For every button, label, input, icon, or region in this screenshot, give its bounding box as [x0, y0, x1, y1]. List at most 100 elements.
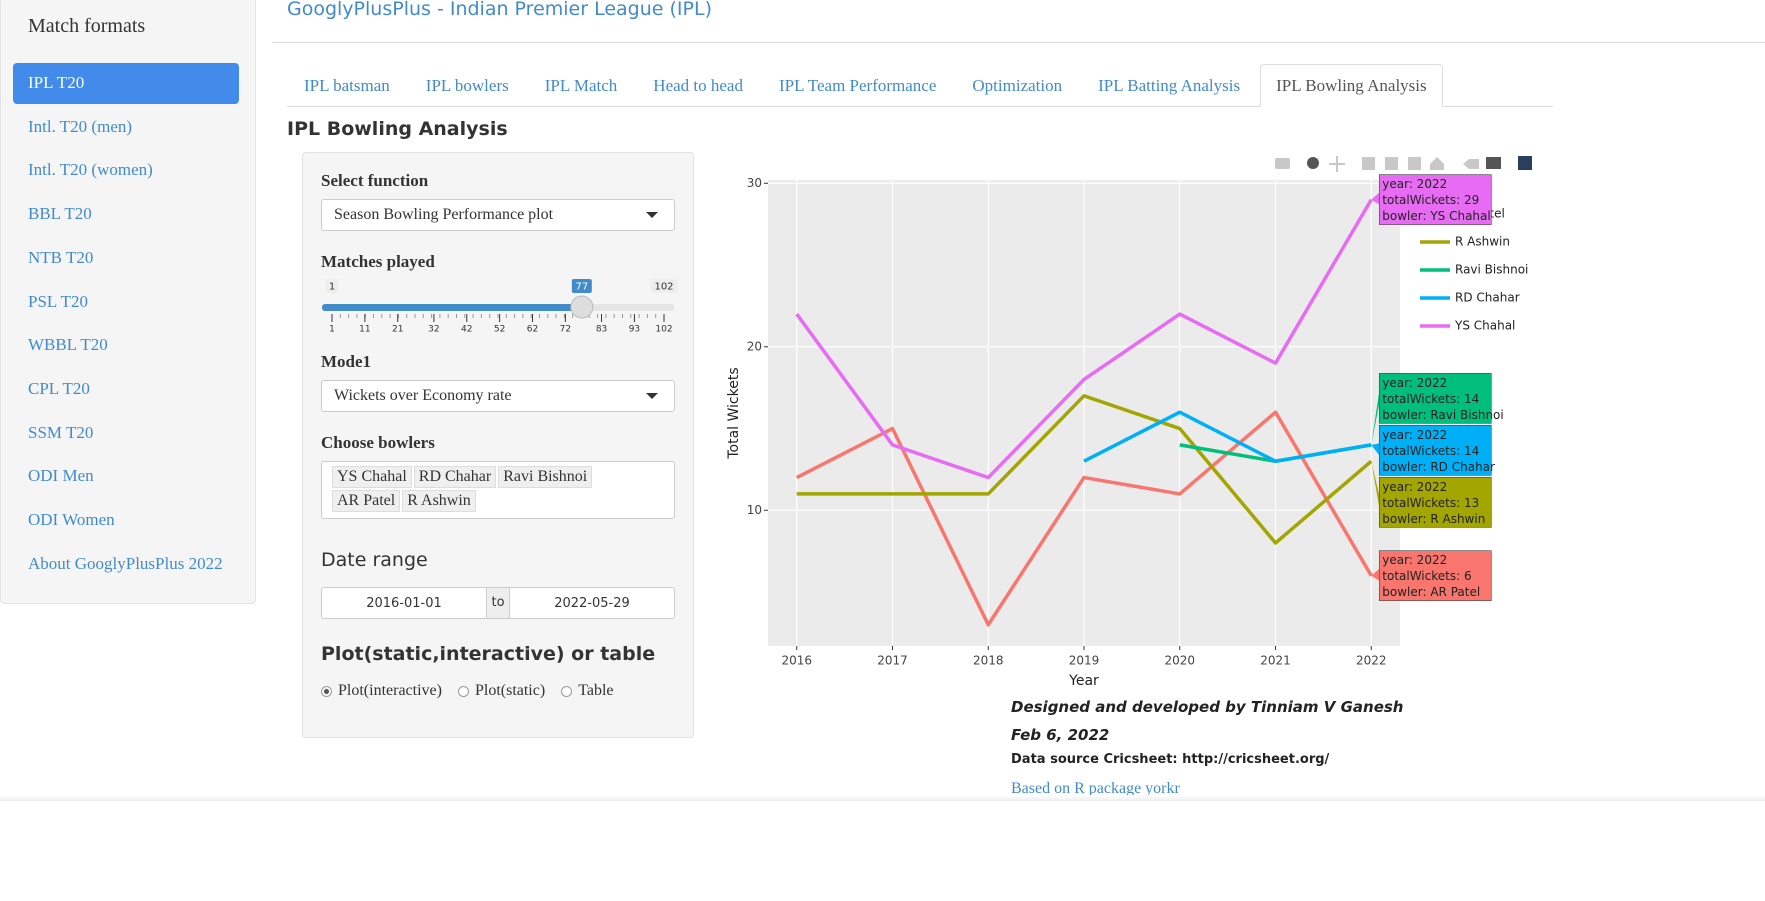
icon[interactable]: [1275, 158, 1290, 169]
y-tick-label: 10: [747, 503, 762, 517]
tooltip-pointer: [1371, 568, 1380, 581]
control-label: Matches played: [321, 252, 435, 271]
nav-item[interactable]: Intl. T20 (men): [28, 116, 133, 136]
tab[interactable]: Optimization: [972, 76, 1063, 95]
radio-option[interactable]: Plot(interactive): [321, 682, 442, 700]
series-line: [795, 410, 1373, 627]
bowler-chip[interactable]: AR Patel: [332, 490, 401, 512]
radio-circle[interactable]: [321, 685, 332, 697]
tabs-rule: [287, 106, 1553, 107]
sidebar-title: Match formats: [28, 15, 146, 37]
control-label: Mode1: [321, 352, 372, 371]
nav-item[interactable]: ODI Men: [28, 466, 94, 486]
header-rule: [272, 42, 1765, 43]
icon[interactable]: [1307, 157, 1319, 169]
slider-tick-label: 93: [629, 325, 640, 335]
icon[interactable]: [1408, 157, 1421, 170]
nav-item[interactable]: BBL T20: [28, 204, 92, 224]
tab[interactable]: Head to head: [653, 76, 743, 95]
tooltip-box: [1378, 174, 1492, 225]
slider-handle[interactable]: [570, 295, 594, 319]
x-tick-label: 2020: [1164, 654, 1195, 668]
slider-value-label: 77: [575, 282, 588, 293]
tabs: IPL batsman IPL bowlers IPL Match Head to h…: [288, 64, 1443, 107]
active-item-bg: [13, 63, 239, 104]
nav-item[interactable]: Intl. T20 (women): [28, 160, 153, 180]
legend-label: YS Chahal: [1454, 319, 1515, 333]
series-line: [796, 394, 1373, 545]
credit: Designed and developed by Tinniam V Gane…: [1011, 698, 1404, 716]
control-label: Select function: [321, 171, 429, 190]
nav-item[interactable]: PSL T20: [28, 291, 88, 311]
controls-panel: [302, 152, 694, 738]
tooltip-pointer: [1371, 461, 1380, 508]
series-line: [1179, 443, 1372, 463]
tab[interactable]: IPL bowlers: [425, 76, 509, 95]
date-start[interactable]: 2016-01-01: [366, 595, 442, 611]
tab[interactable]: IPL Match: [544, 76, 618, 95]
date-range[interactable]: 2016-01-01 to 2022-05-29: [321, 587, 675, 619]
tooltip-box: [1378, 550, 1492, 601]
nav-item[interactable]: IPL T20: [28, 73, 85, 92]
icon[interactable]: [1329, 156, 1345, 172]
nav-item[interactable]: CPL T20: [28, 378, 90, 398]
section-title: IPL Bowling Analysis: [287, 118, 508, 140]
bowler-chip[interactable]: RD Chahar: [413, 466, 497, 488]
legend-label: RD Chahar: [1455, 291, 1520, 305]
legend-label: R Ashwin: [1455, 235, 1510, 249]
x-tick-label: 2016: [781, 654, 812, 668]
tooltip-text: bowler: R Ashwin: [1382, 512, 1485, 526]
y-tick-label: 30: [747, 176, 762, 190]
tooltip-text: totalWickets: 14: [1382, 444, 1479, 458]
control-label: Plot(static,interactive) or table: [321, 643, 656, 665]
function-select[interactable]: Season Bowling Performance plot: [321, 199, 675, 231]
icon[interactable]: [1362, 157, 1375, 170]
tooltip-pointer: [1371, 391, 1380, 445]
nav-item[interactable]: About GooglyPlusPlus 2022: [28, 553, 223, 573]
nav-item[interactable]: ODI Women: [28, 510, 115, 529]
modebar[interactable]: [1275, 156, 1532, 172]
x-tick-label: 2018: [973, 654, 1004, 668]
bowler-chip[interactable]: YS Chahal: [332, 466, 412, 488]
package-link[interactable]: Based on R package yorkr: [1011, 780, 1180, 797]
tooltip-box: [1378, 373, 1492, 424]
control-label: Date range: [321, 549, 428, 571]
slider-fill: [322, 304, 582, 311]
icon[interactable]: [1518, 156, 1532, 170]
radio-circle[interactable]: [561, 685, 573, 697]
radio-option[interactable]: Table: [561, 682, 614, 700]
slider-tick-label: 52: [494, 325, 505, 335]
bowler-chip[interactable]: Ravi Bishnoi: [498, 466, 593, 488]
tooltip-text: year: 2022: [1382, 376, 1447, 390]
tab[interactable]: IPL Team Performance: [778, 76, 937, 95]
mode-select[interactable]: Wickets over Economy rate: [321, 380, 675, 412]
icon[interactable]: [1486, 157, 1501, 169]
nav-item[interactable]: NTB T20: [28, 247, 94, 267]
nav-item[interactable]: SSM T20: [28, 422, 94, 442]
chart: Year Total Wickets 10 20 30 2016 2017 2018 201…: [726, 156, 1532, 689]
radio-circle[interactable]: [457, 685, 469, 697]
legend-label: AR Patel: [1455, 207, 1505, 221]
bowler-select[interactable]: YS Chahal RD Chahar Ravi Bishnoi AR Patel R …: [321, 461, 675, 519]
bowler-chip[interactable]: R Ashwin: [402, 490, 476, 512]
tooltip-pointer: [1371, 443, 1380, 456]
radio-option[interactable]: Plot(static): [457, 682, 546, 700]
select-value: Wickets over Economy rate: [334, 387, 512, 404]
tooltip-box: [1378, 425, 1492, 476]
tab[interactable]: IPL Batting Analysis: [1098, 76, 1241, 95]
tab[interactable]: IPL Bowling Analysis: [1260, 64, 1443, 107]
nav-item[interactable]: WBBL T20: [28, 335, 108, 355]
tab[interactable]: IPL batsman: [304, 76, 390, 95]
x-tick-label: 2022: [1356, 654, 1387, 668]
tooltip-box: [1378, 477, 1492, 528]
tooltip-text: year: 2022: [1382, 480, 1447, 494]
x-axis-title: Year: [1068, 673, 1099, 689]
slider-tick-label: 102: [655, 325, 672, 335]
icon[interactable]: [1463, 159, 1479, 169]
radio-label: Plot(static): [474, 682, 546, 699]
date-end[interactable]: 2022-05-29: [554, 595, 630, 611]
icon[interactable]: [1430, 157, 1444, 170]
icon[interactable]: [1385, 157, 1398, 170]
